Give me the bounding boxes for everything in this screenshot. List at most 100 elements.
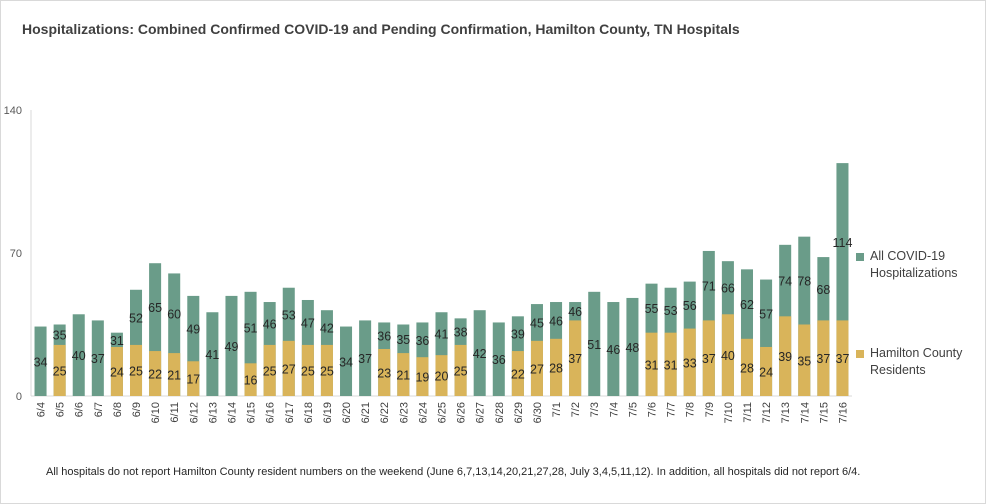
bar-all (225, 295, 238, 396)
bar-residents (320, 344, 333, 396)
bar-all (91, 320, 104, 396)
data-label-all: 42 (473, 347, 487, 361)
data-label-all: 46 (606, 343, 620, 357)
data-label-residents: 25 (53, 364, 67, 378)
data-label-residents: 22 (148, 368, 162, 382)
data-label-residents: 17 (186, 373, 200, 387)
x-tick-label: 7/11 (742, 402, 754, 423)
data-label-residents: 25 (129, 364, 143, 378)
chart-title: Hospitalizations: Combined Confirmed COV… (22, 21, 740, 37)
x-tick-label: 7/7 (666, 402, 678, 417)
data-label-all: 53 (282, 308, 296, 322)
x-tick-label: 6/6 (74, 402, 86, 417)
data-label-residents: 19 (415, 371, 429, 385)
bar-residents (110, 346, 123, 396)
x-tick-label: 7/15 (818, 402, 830, 423)
data-label-all: 114 (832, 236, 852, 250)
x-tick-label: 6/14 (226, 402, 238, 423)
data-label-residents: 39 (778, 350, 792, 364)
data-label-residents: 40 (721, 349, 735, 363)
data-label-all: 66 (721, 282, 735, 296)
x-tick-label: 6/27 (475, 402, 487, 423)
x-tick-label: 6/10 (150, 402, 162, 423)
data-label-all: 36 (377, 330, 391, 344)
data-label-residents: 24 (110, 365, 124, 379)
bar-all (473, 310, 486, 396)
x-tick-label: 6/29 (513, 402, 525, 423)
y-tick-label: 0 (16, 391, 22, 403)
bar-residents (569, 320, 582, 396)
x-tick-label: 7/12 (761, 402, 773, 423)
bar-residents (740, 338, 754, 396)
bar-all (340, 326, 353, 396)
bar-residents (550, 338, 563, 396)
data-label-all: 53 (664, 304, 678, 318)
data-label-all: 37 (91, 352, 105, 366)
data-label-residents: 28 (740, 361, 754, 375)
bar-residents (760, 346, 773, 396)
data-label-all: 48 (625, 341, 639, 355)
data-label-all: 71 (702, 280, 716, 294)
x-tick-label: 6/21 (360, 402, 372, 423)
bar-all (607, 302, 620, 396)
x-tick-label: 6/8 (112, 402, 124, 417)
data-label-residents: 25 (320, 364, 334, 378)
data-label-residents: 21 (396, 369, 410, 383)
y-tick-label: 140 (4, 105, 22, 117)
data-label-all: 46 (549, 314, 563, 328)
data-label-residents: 16 (244, 374, 258, 388)
x-tick-label: 6/4 (36, 402, 48, 417)
data-label-all: 34 (34, 355, 48, 369)
data-label-all: 35 (53, 329, 67, 343)
data-label-all: 52 (129, 311, 143, 325)
x-tick-label: 7/1 (551, 402, 563, 417)
x-tick-label: 7/4 (608, 402, 620, 417)
data-label-all: 39 (511, 328, 525, 342)
x-tick-label: 6/5 (55, 402, 67, 417)
data-label-residents: 20 (435, 370, 449, 384)
bar-all (359, 320, 372, 396)
data-label-all: 78 (797, 275, 811, 289)
bar-residents (397, 353, 410, 396)
x-tick-label: 6/20 (341, 402, 353, 423)
legend-label-all: All COVID-19 Hospitalizations (870, 249, 958, 280)
data-label-all: 55 (645, 302, 659, 316)
data-label-residents: 28 (549, 361, 563, 375)
bar-residents (530, 340, 543, 396)
data-label-all: 46 (568, 305, 582, 319)
bar-all (72, 314, 85, 396)
x-tick-label: 6/13 (207, 402, 219, 423)
bar-residents (129, 344, 143, 396)
bar-residents (187, 361, 200, 396)
x-tick-label: 6/12 (188, 402, 200, 423)
data-label-all: 62 (740, 298, 754, 312)
bar-residents (645, 332, 658, 396)
data-label-all: 46 (263, 317, 277, 331)
bar-all (626, 297, 639, 396)
data-label-all: 49 (225, 340, 239, 354)
x-tick-label: 6/11 (169, 402, 181, 423)
data-label-all: 56 (683, 299, 697, 313)
bar-residents (454, 344, 467, 396)
data-label-residents: 22 (511, 368, 525, 382)
x-tick-label: 7/3 (589, 402, 601, 417)
data-label-residents: 37 (568, 352, 582, 366)
data-label-residents: 35 (797, 354, 811, 368)
data-label-all: 41 (435, 328, 449, 342)
data-label-all: 60 (167, 307, 181, 321)
x-tick-label: 7/13 (780, 402, 792, 423)
data-label-all: 57 (759, 307, 773, 321)
legend-swatch-residents (856, 350, 864, 358)
x-tick-label: 6/9 (131, 402, 143, 417)
data-label-residents: 31 (645, 358, 659, 372)
data-label-all: 47 (301, 316, 315, 330)
x-tick-label: 7/14 (799, 402, 811, 423)
data-label-all: 74 (778, 275, 792, 289)
bar-residents (435, 355, 448, 396)
x-tick-label: 6/24 (417, 402, 429, 423)
data-label-all: 45 (530, 316, 544, 330)
data-label-all: 42 (320, 322, 334, 336)
data-label-residents: 27 (530, 362, 544, 376)
data-label-residents: 27 (282, 362, 296, 376)
